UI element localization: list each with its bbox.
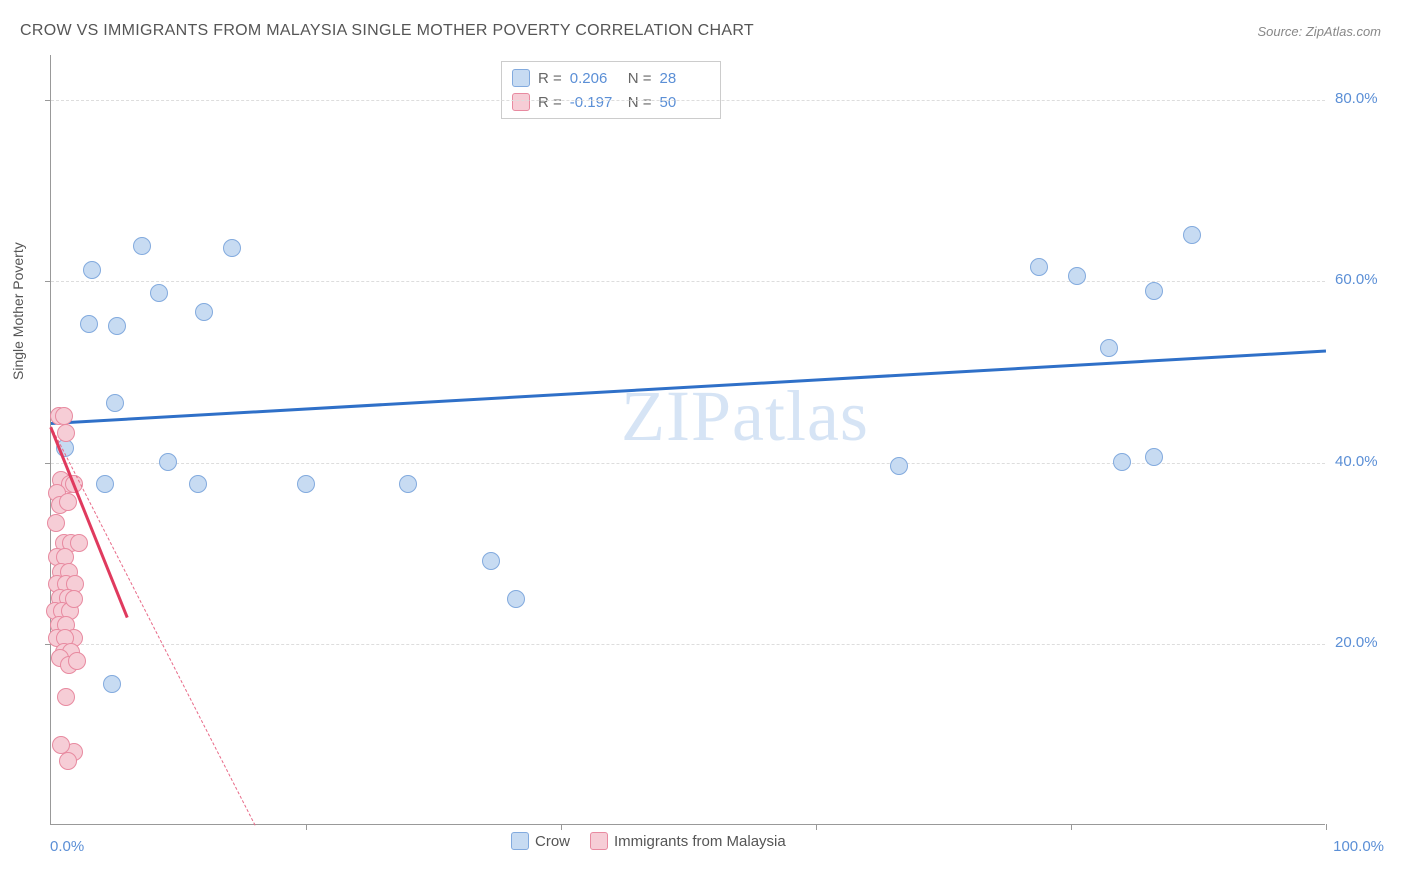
y-tick-label: 20.0% — [1335, 634, 1395, 651]
swatch-icon — [511, 832, 529, 850]
gridline — [51, 281, 1325, 282]
y-tick-label: 60.0% — [1335, 271, 1395, 288]
x-axis-min-label: 0.0% — [50, 838, 84, 855]
data-point-crow — [1183, 226, 1201, 244]
data-point-crow — [189, 475, 207, 493]
x-tick — [816, 824, 817, 830]
y-tick-label: 40.0% — [1335, 453, 1395, 470]
data-point-crow — [150, 284, 168, 302]
data-point-crow — [297, 475, 315, 493]
data-point-crow — [108, 317, 126, 335]
y-tick — [45, 281, 51, 282]
legend-label: Crow — [535, 833, 570, 850]
y-tick-label: 80.0% — [1335, 90, 1395, 107]
swatch-icon — [512, 93, 530, 111]
data-point-crow — [96, 475, 114, 493]
data-point-crow — [103, 675, 121, 693]
legend-item-malaysia: Immigrants from Malaysia — [590, 832, 786, 850]
data-point-crow — [1113, 453, 1131, 471]
r-label: R = — [538, 94, 562, 111]
data-point-crow — [1068, 267, 1086, 285]
r-value: 0.206 — [570, 70, 620, 87]
n-label: N = — [628, 94, 652, 111]
data-point-crow — [1100, 339, 1118, 357]
data-point-crow — [399, 475, 417, 493]
legend-label: Immigrants from Malaysia — [614, 833, 786, 850]
data-point-crow — [83, 261, 101, 279]
data-point-crow — [1145, 282, 1163, 300]
data-point-crow — [106, 394, 124, 412]
r-value: -0.197 — [570, 94, 620, 111]
x-tick — [1071, 824, 1072, 830]
stats-row-crow: R = 0.206 N = 28 — [512, 66, 710, 90]
swatch-icon — [590, 832, 608, 850]
data-point-crow — [507, 590, 525, 608]
source-label: Source: ZipAtlas.com — [1257, 24, 1381, 39]
y-tick — [45, 463, 51, 464]
n-value: 50 — [660, 94, 710, 111]
data-point-malaysia — [59, 493, 77, 511]
data-point-crow — [482, 552, 500, 570]
x-tick — [306, 824, 307, 830]
r-label: R = — [538, 70, 562, 87]
data-point-crow — [1145, 448, 1163, 466]
data-point-malaysia — [68, 652, 86, 670]
data-point-crow — [80, 315, 98, 333]
x-tick — [561, 824, 562, 830]
gridline — [51, 463, 1325, 464]
stats-legend: R = 0.206 N = 28 R = -0.197 N = 50 — [501, 61, 721, 119]
data-point-malaysia — [65, 590, 83, 608]
data-point-malaysia — [59, 752, 77, 770]
data-point-crow — [133, 237, 151, 255]
x-tick — [1326, 824, 1327, 830]
n-label: N = — [628, 70, 652, 87]
data-point-malaysia — [47, 514, 65, 532]
data-point-malaysia — [57, 424, 75, 442]
data-point-malaysia — [70, 534, 88, 552]
n-value: 28 — [660, 70, 710, 87]
data-point-malaysia — [55, 407, 73, 425]
y-axis-label: Single Mother Poverty — [10, 242, 26, 380]
y-tick — [45, 100, 51, 101]
series-legend: Crow Immigrants from Malaysia — [511, 832, 786, 850]
plot-area: ZIPatlas R = 0.206N = 28R = -0.197N = 50… — [50, 55, 1325, 825]
data-point-crow — [159, 453, 177, 471]
stats-row-malaysia: R = -0.197 N = 50 — [512, 90, 710, 114]
x-axis-max-label: 100.0% — [1333, 838, 1384, 855]
data-point-crow — [890, 457, 908, 475]
legend-item-crow: Crow — [511, 832, 570, 850]
data-point-crow — [1030, 258, 1048, 276]
gridline — [51, 100, 1325, 101]
gridline — [51, 644, 1325, 645]
data-point-crow — [195, 303, 213, 321]
data-point-crow — [223, 239, 241, 257]
trend-line — [51, 427, 256, 826]
chart-title: CROW VS IMMIGRANTS FROM MALAYSIA SINGLE … — [20, 22, 754, 40]
data-point-malaysia — [57, 688, 75, 706]
swatch-icon — [512, 69, 530, 87]
